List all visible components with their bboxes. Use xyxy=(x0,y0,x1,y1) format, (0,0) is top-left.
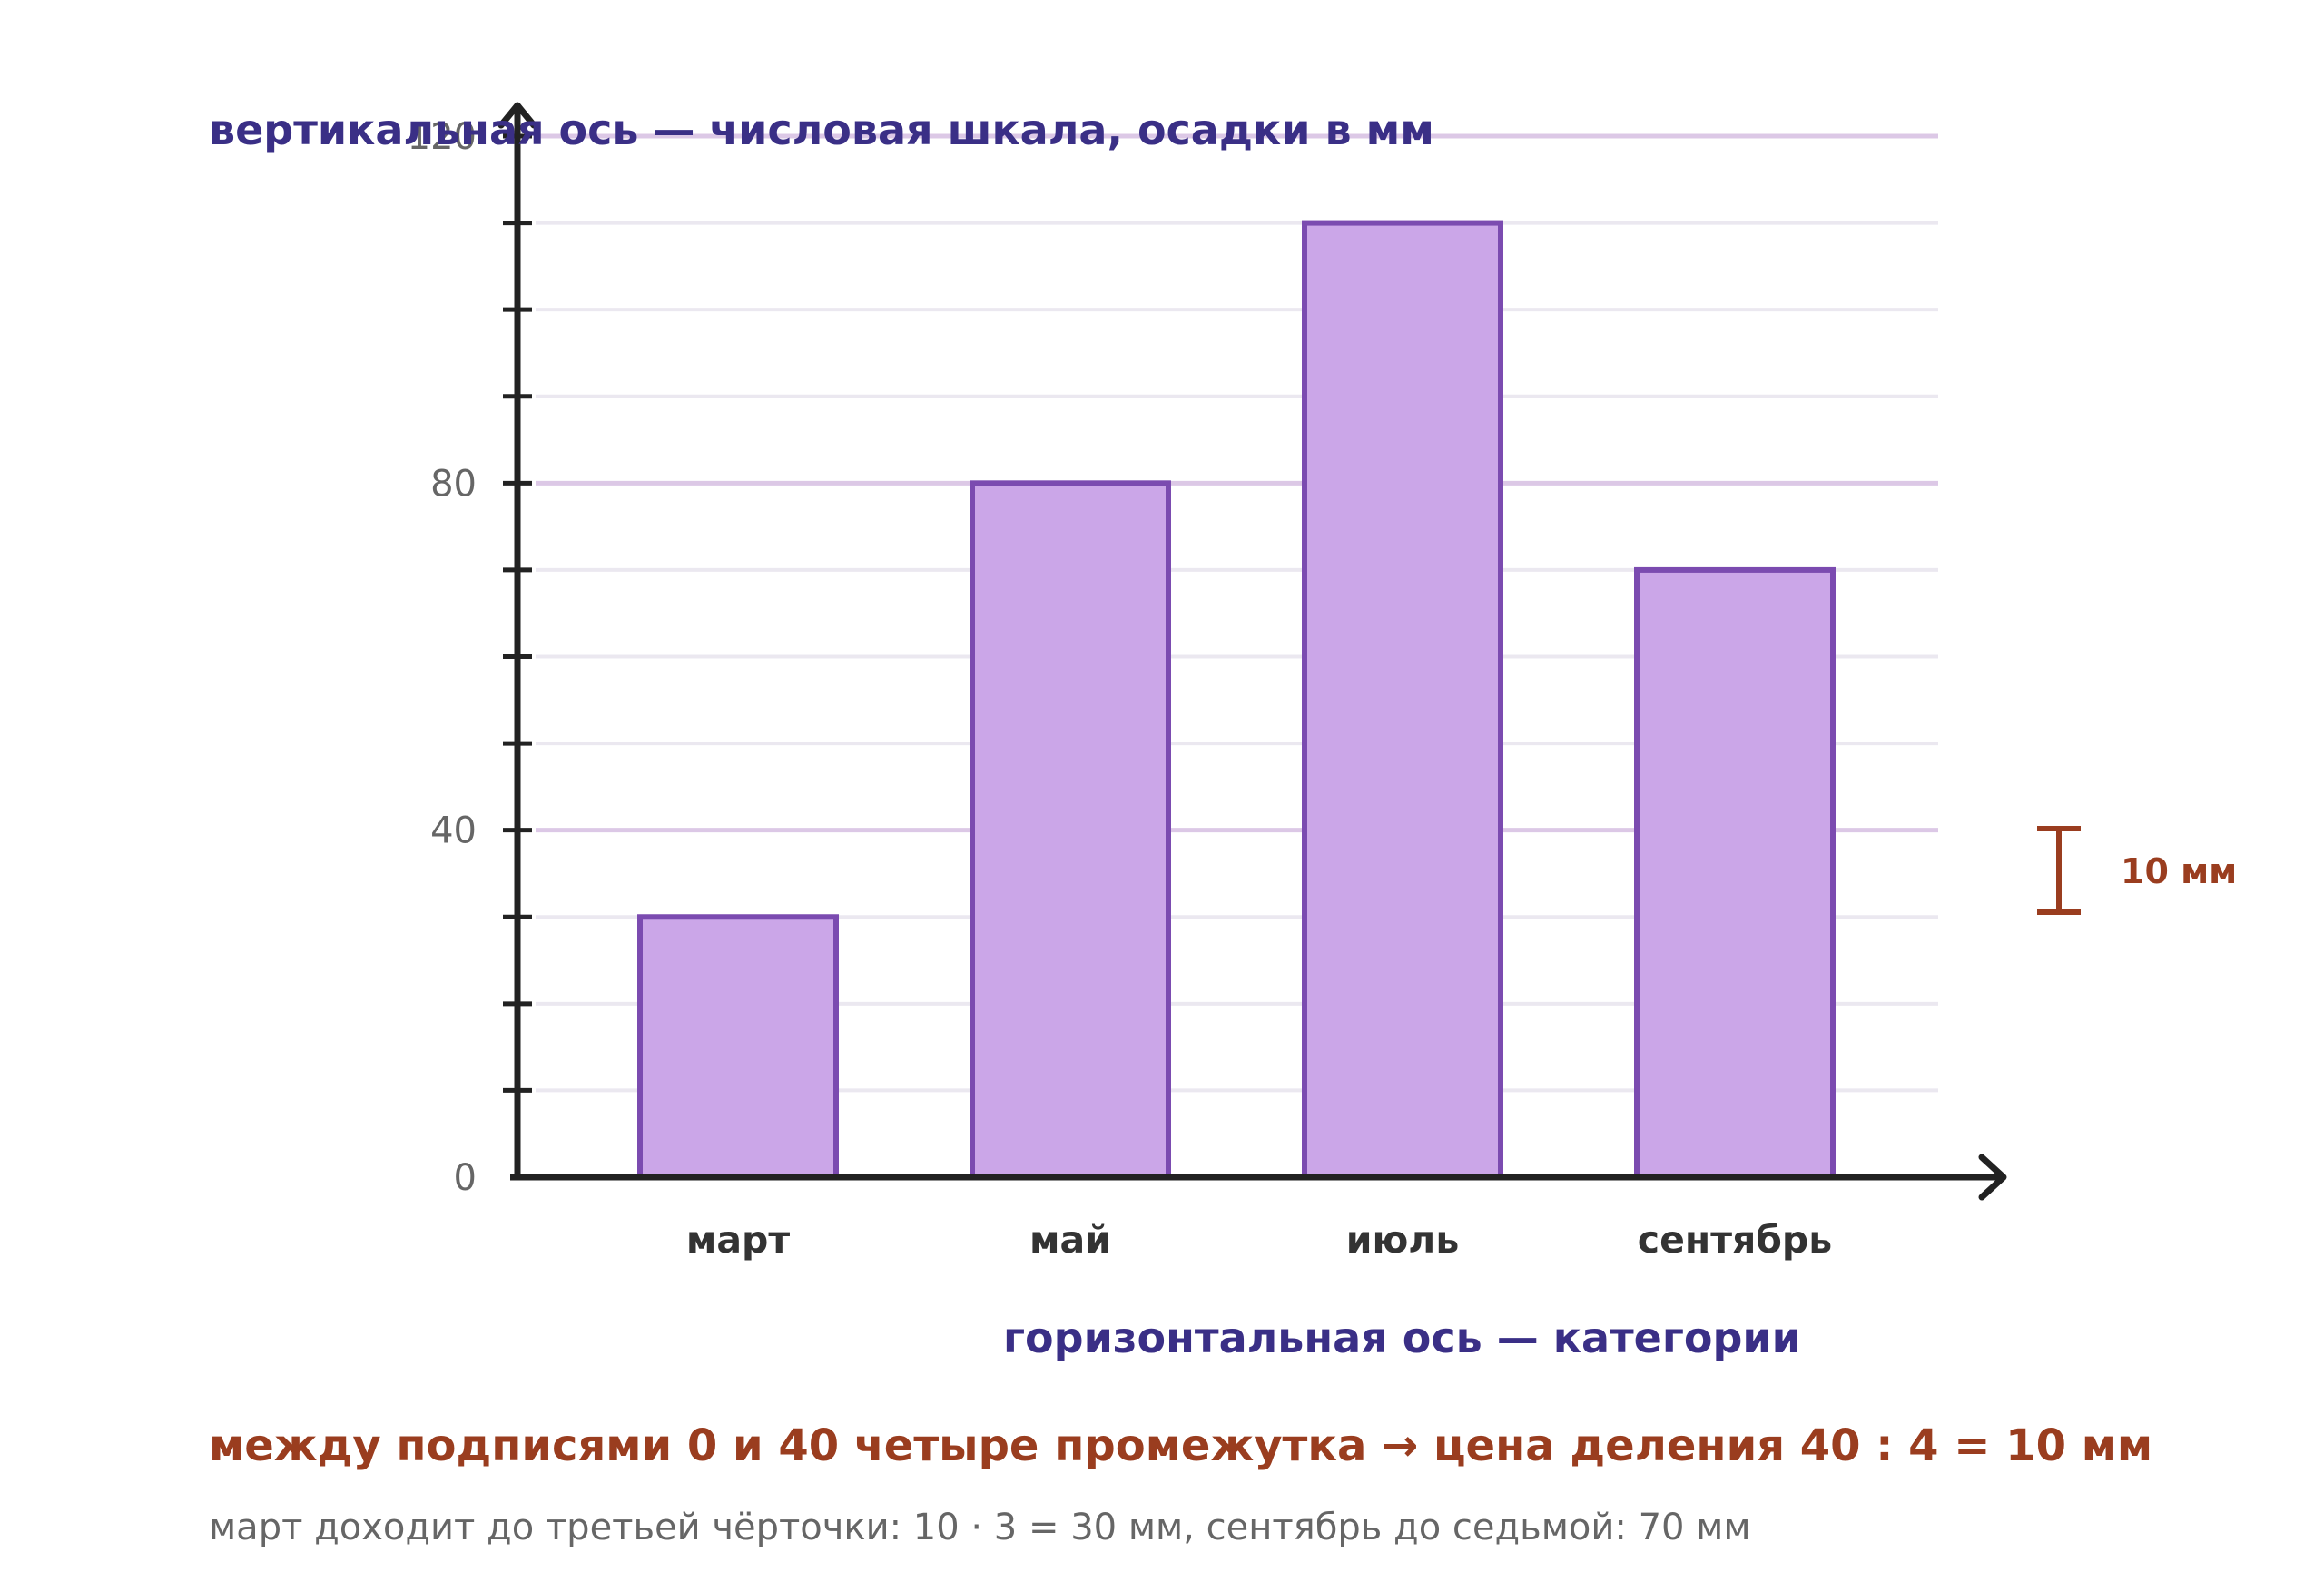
category-label: март xyxy=(686,1218,791,1262)
x-axis-arrow xyxy=(1978,1154,2007,1201)
y-tick-label: 80 xyxy=(430,463,477,505)
bar-4 xyxy=(1634,566,1836,1180)
y-tick-label: 40 xyxy=(430,811,477,852)
category-label: сентябрь xyxy=(1638,1218,1832,1262)
category-label: июль xyxy=(1346,1218,1460,1262)
bar-2 xyxy=(970,480,1171,1180)
scale-indicator: 10 мм xyxy=(2037,826,2237,915)
category-label: май xyxy=(1029,1218,1111,1262)
scale-note: 10 мм xyxy=(2121,851,2237,891)
bars-layer xyxy=(637,220,1836,1180)
x-axis-caption: горизонтальная ось — категории xyxy=(1003,1313,1801,1362)
explanation-main: между подписями 0 и 40 четыре промежутка… xyxy=(209,1420,2153,1471)
bar-1 xyxy=(637,914,839,1180)
explanation-sub: март доходит до третьей чёрточки: 10 · 3… xyxy=(209,1507,1751,1548)
y-tick-label: 120 xyxy=(408,116,477,158)
axes-layer xyxy=(497,102,2007,1201)
y-axis-arrow xyxy=(497,102,537,129)
bar-3 xyxy=(1302,220,1503,1180)
y-tick-label: 0 xyxy=(454,1157,477,1199)
y-axis-caption: вертикальная ось — числовая шкала, осадк… xyxy=(209,105,1434,154)
labels-layer: март май июль сентябрь 0 40 80 120 xyxy=(408,116,1833,1262)
